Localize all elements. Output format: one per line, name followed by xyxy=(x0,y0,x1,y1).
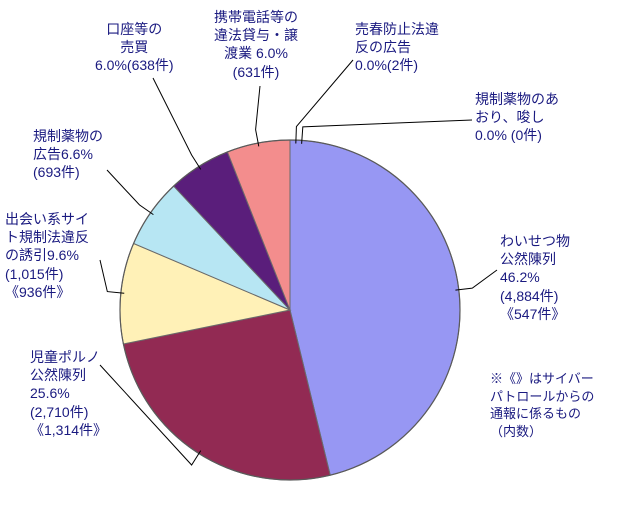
slice-label-line: 違法貸与・譲 xyxy=(214,26,298,44)
note-line: （内数） xyxy=(490,423,594,441)
slice-label-line: 携帯電話等の xyxy=(214,8,298,26)
slice-label-line: (4,884件) xyxy=(500,287,570,305)
slice-label-line: (631件) xyxy=(214,63,298,81)
slice-label-line: 46.2% xyxy=(500,268,570,286)
leader-line-s6 xyxy=(296,60,353,144)
slice-label-line: 6.0%(638件) xyxy=(95,56,174,74)
slice-label-line: 反の広告 xyxy=(355,38,439,56)
slice-label-line: わいせつ物 xyxy=(500,232,570,250)
leader-line-s2 xyxy=(100,260,124,293)
slice-label-line: 広告6.6% xyxy=(33,145,103,163)
slice-label-line: 《936件》 xyxy=(5,283,89,301)
slice-label-line: 口座等の xyxy=(95,20,174,38)
slice-label-line: 《1,314件》 xyxy=(30,421,107,439)
slice-label-line: 公然陳列 xyxy=(30,366,107,384)
chart-stage: わいせつ物 公然陳列 46.2% (4,884件) 《547件》 児童ポルノ 公… xyxy=(0,0,640,520)
slice-label-0: わいせつ物 公然陳列 46.2% (4,884件) 《547件》 xyxy=(500,232,570,323)
leader-line-s4 xyxy=(153,78,201,169)
note-line: 通報に係るもの xyxy=(490,405,594,423)
note-line: パトロールからの xyxy=(490,388,594,406)
chart-note: ※《》はサイバー パトロールからの 通報に係るもの （内数） xyxy=(490,370,594,440)
slice-label-3: 規制薬物の 広告6.6% (693件) xyxy=(33,127,103,182)
slice-label-line: おり、唆し xyxy=(475,108,559,126)
slice-label-2: 出会い系サイ ト規制法違反 の誘引9.6% (1,015件) 《936件》 xyxy=(5,210,89,301)
slice-label-line: 児童ポルノ xyxy=(30,348,107,366)
slice-label-1: 児童ポルノ 公然陳列 25.6% (2,710件) 《1,314件》 xyxy=(30,348,107,439)
slice-label-line: (2,710件) xyxy=(30,403,107,421)
slice-label-line: 売春防止法違 xyxy=(355,20,439,38)
slice-label-line: の誘引9.6% xyxy=(5,246,89,264)
slice-label-line: (693件) xyxy=(33,163,103,181)
slice-label-line: 出会い系サイ xyxy=(5,210,89,228)
note-line: ※《》はサイバー xyxy=(490,370,594,388)
slice-label-4: 口座等の 売買 6.0%(638件) xyxy=(95,20,174,75)
slice-label-line: 規制薬物のあ xyxy=(475,90,559,108)
leader-line-s3 xyxy=(107,170,153,215)
slice-label-line: 25.6% xyxy=(30,384,107,402)
slice-label-line: 売買 xyxy=(95,38,174,56)
slice-label-7: 規制薬物のあ おり、唆し 0.0% (0件) xyxy=(475,90,559,145)
leader-line-s0 xyxy=(455,270,497,290)
leader-line-s5 xyxy=(256,86,260,146)
slice-label-5: 携帯電話等の 違法貸与・譲 渡業 6.0% (631件) xyxy=(214,8,298,81)
slice-label-line: 規制薬物の xyxy=(33,127,103,145)
slice-label-line: 《547件》 xyxy=(500,305,570,323)
leader-line-s7 xyxy=(302,120,472,144)
slice-label-line: 公然陳列 xyxy=(500,250,570,268)
slice-label-line: 渡業 6.0% xyxy=(214,44,298,62)
slice-label-line: ト規制法違反 xyxy=(5,228,89,246)
slice-label-line: (1,015件) xyxy=(5,265,89,283)
slice-label-line: 0.0% (0件) xyxy=(475,126,559,144)
slice-label-6: 売春防止法違 反の広告 0.0%(2件) xyxy=(355,20,439,75)
slice-label-line: 0.0%(2件) xyxy=(355,56,439,74)
